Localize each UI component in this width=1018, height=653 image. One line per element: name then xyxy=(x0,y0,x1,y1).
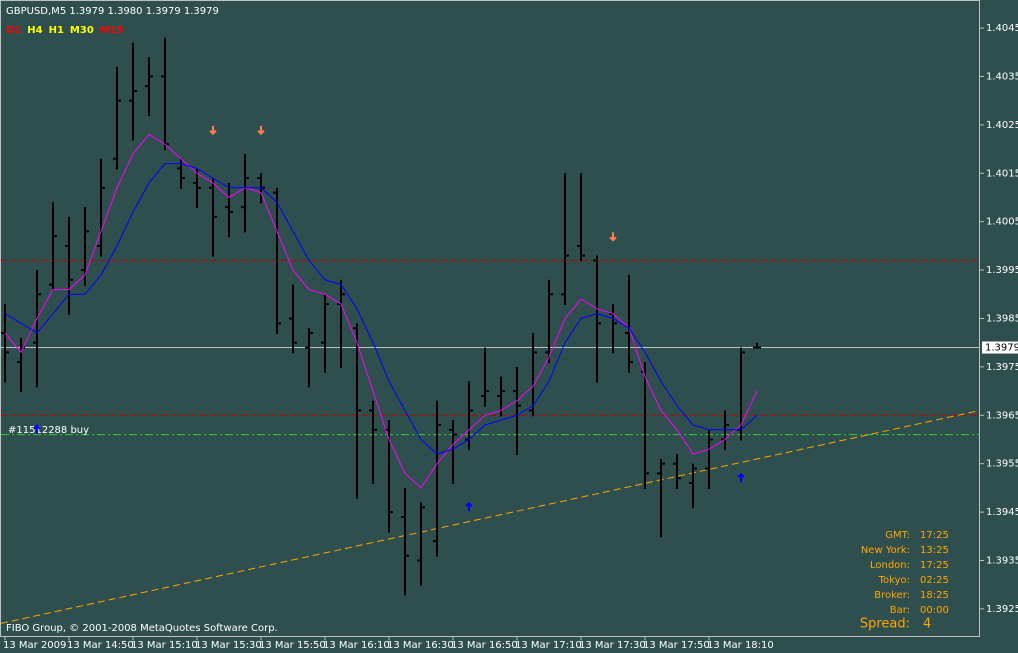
info-value: 18:25 xyxy=(920,590,949,601)
y-tick-label: 1.3965 xyxy=(986,410,1018,421)
x-tick-label: 13 Mar 17:10 xyxy=(515,640,582,651)
y-tick-label: 1.4015 xyxy=(986,168,1018,179)
info-value: 00:00 xyxy=(920,605,949,616)
x-tick-label: 13 Mar 15:10 xyxy=(131,640,198,651)
last-price-label: 1.3979 xyxy=(985,343,1018,354)
moving-average xyxy=(4,133,758,489)
x-tick-label: 13 Mar 14:50 xyxy=(67,640,134,651)
chart-title: GBPUSD,M5 1.3979 1.3980 1.3979 1.3979 xyxy=(6,6,219,17)
y-tick-label: 1.3995 xyxy=(986,265,1018,276)
info-label: Bar: xyxy=(890,605,910,616)
trendline xyxy=(0,409,981,624)
signal-arrow xyxy=(209,125,217,136)
info-value: 17:25 xyxy=(920,530,949,541)
info-value: 02:25 xyxy=(920,575,949,586)
x-tick-label: 13 Mar 17:30 xyxy=(579,640,646,651)
x-tick-label: 13 Mar 18:10 xyxy=(707,640,774,651)
info-label: New York: xyxy=(861,545,910,556)
signal-arrow xyxy=(33,424,41,434)
y-tick-label: 1.4025 xyxy=(986,120,1018,131)
y-tick-label: 1.3975 xyxy=(986,362,1018,373)
y-tick-label: 1.3985 xyxy=(986,313,1018,324)
info-label: Tokyo: xyxy=(878,575,910,586)
y-tick-label: 1.4035 xyxy=(986,71,1018,82)
x-tick-label: 13 Mar 16:50 xyxy=(451,640,518,651)
signal-arrow xyxy=(609,232,617,242)
moving-average xyxy=(4,163,758,455)
last-price-box xyxy=(982,341,1018,354)
copyright: FIBO Group, © 2001-2008 MetaQuotes Softw… xyxy=(6,623,278,634)
order-label: #11512288 buy xyxy=(8,425,89,436)
signal-arrow xyxy=(465,501,473,512)
y-tick-label: 1.3935 xyxy=(986,555,1018,566)
timeframe-label: H4 xyxy=(27,25,42,36)
timeframe-label: M15 xyxy=(100,25,124,36)
y-tick-label: 1.4005 xyxy=(986,217,1018,228)
info-label: GMT: xyxy=(885,530,910,541)
spread-label: Spread: xyxy=(860,617,910,632)
signal-arrow xyxy=(737,472,745,483)
x-tick-label: 13 Mar 15:30 xyxy=(195,640,262,651)
info-label: Broker: xyxy=(874,590,910,601)
y-tick-label: 1.3925 xyxy=(986,604,1018,615)
x-tick-label: 13 Mar 16:30 xyxy=(387,640,454,651)
x-tick-label: 13 Mar 2009 xyxy=(3,640,66,651)
y-tick-label: 1.3955 xyxy=(986,459,1018,470)
info-label: London: xyxy=(870,560,910,571)
info-value: 13:25 xyxy=(920,545,949,556)
x-tick-label: 13 Mar 17:50 xyxy=(643,640,710,651)
signal-arrow xyxy=(257,125,265,136)
info-value: 17:25 xyxy=(920,560,949,571)
timeframe-label: D1 xyxy=(6,25,21,36)
plot-frame xyxy=(0,0,980,637)
spread-value: 4 xyxy=(923,617,931,632)
timeframe-label: H1 xyxy=(49,25,64,36)
timeframe-label: M30 xyxy=(70,25,94,36)
x-tick-label: 13 Mar 16:10 xyxy=(323,640,390,651)
y-tick-label: 1.3945 xyxy=(986,507,1018,518)
x-tick-label: 13 Mar 15:50 xyxy=(259,640,326,651)
y-tick-label: 1.4045 xyxy=(986,23,1018,34)
